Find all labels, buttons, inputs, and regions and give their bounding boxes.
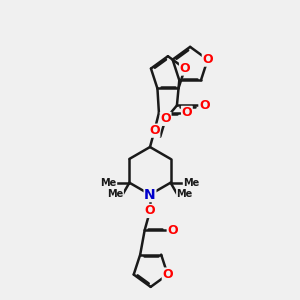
- Text: O: O: [162, 268, 173, 281]
- Text: O: O: [180, 62, 190, 75]
- Text: N: N: [144, 188, 156, 202]
- Text: O: O: [160, 112, 171, 125]
- Text: O: O: [167, 224, 178, 237]
- Text: Me: Me: [183, 178, 200, 188]
- Text: O: O: [199, 99, 210, 112]
- Text: O: O: [202, 53, 213, 66]
- Text: Me: Me: [100, 178, 117, 188]
- Text: O: O: [182, 106, 192, 119]
- Text: Me: Me: [107, 189, 123, 199]
- Text: O: O: [149, 124, 160, 137]
- Text: Me: Me: [177, 189, 193, 199]
- Text: O: O: [145, 204, 155, 218]
